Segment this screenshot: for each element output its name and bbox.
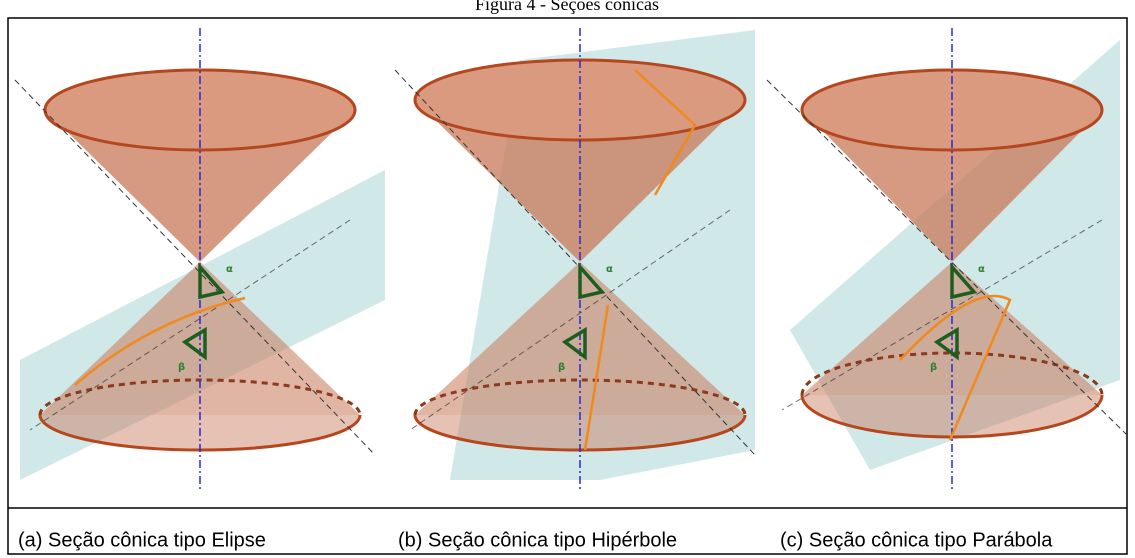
angle-label: α [606,264,613,275]
figure-title: Figura 4 - Seções cônicas [475,0,659,14]
figure: Figura 4 - Seções cônicas α β (a) Seção cô… [0,0,1135,558]
angle-label: β [558,362,565,373]
panel-caption: (c) Seção cônica tipo Parábola [780,529,1053,551]
cone-panel: α β (b) Seção cônica tipo Hipérbole [395,28,755,551]
cone-panel: α β (a) Seção cônica tipo Elipse [15,28,385,551]
cone-panel: α β (c) Seção cônica tipo Parábola [767,28,1127,551]
panel-caption: (a) Seção cônica tipo Elipse [18,529,266,551]
angle-label: α [226,264,233,275]
panels: α β (a) Seção cônica tipo Elipse α β (b) Seçã… [15,28,1127,551]
panel-caption: (b) Seção cônica tipo Hipérbole [398,529,677,551]
angle-label: β [930,362,937,373]
angle-label: β [178,362,185,373]
angle-label: α [978,264,985,275]
